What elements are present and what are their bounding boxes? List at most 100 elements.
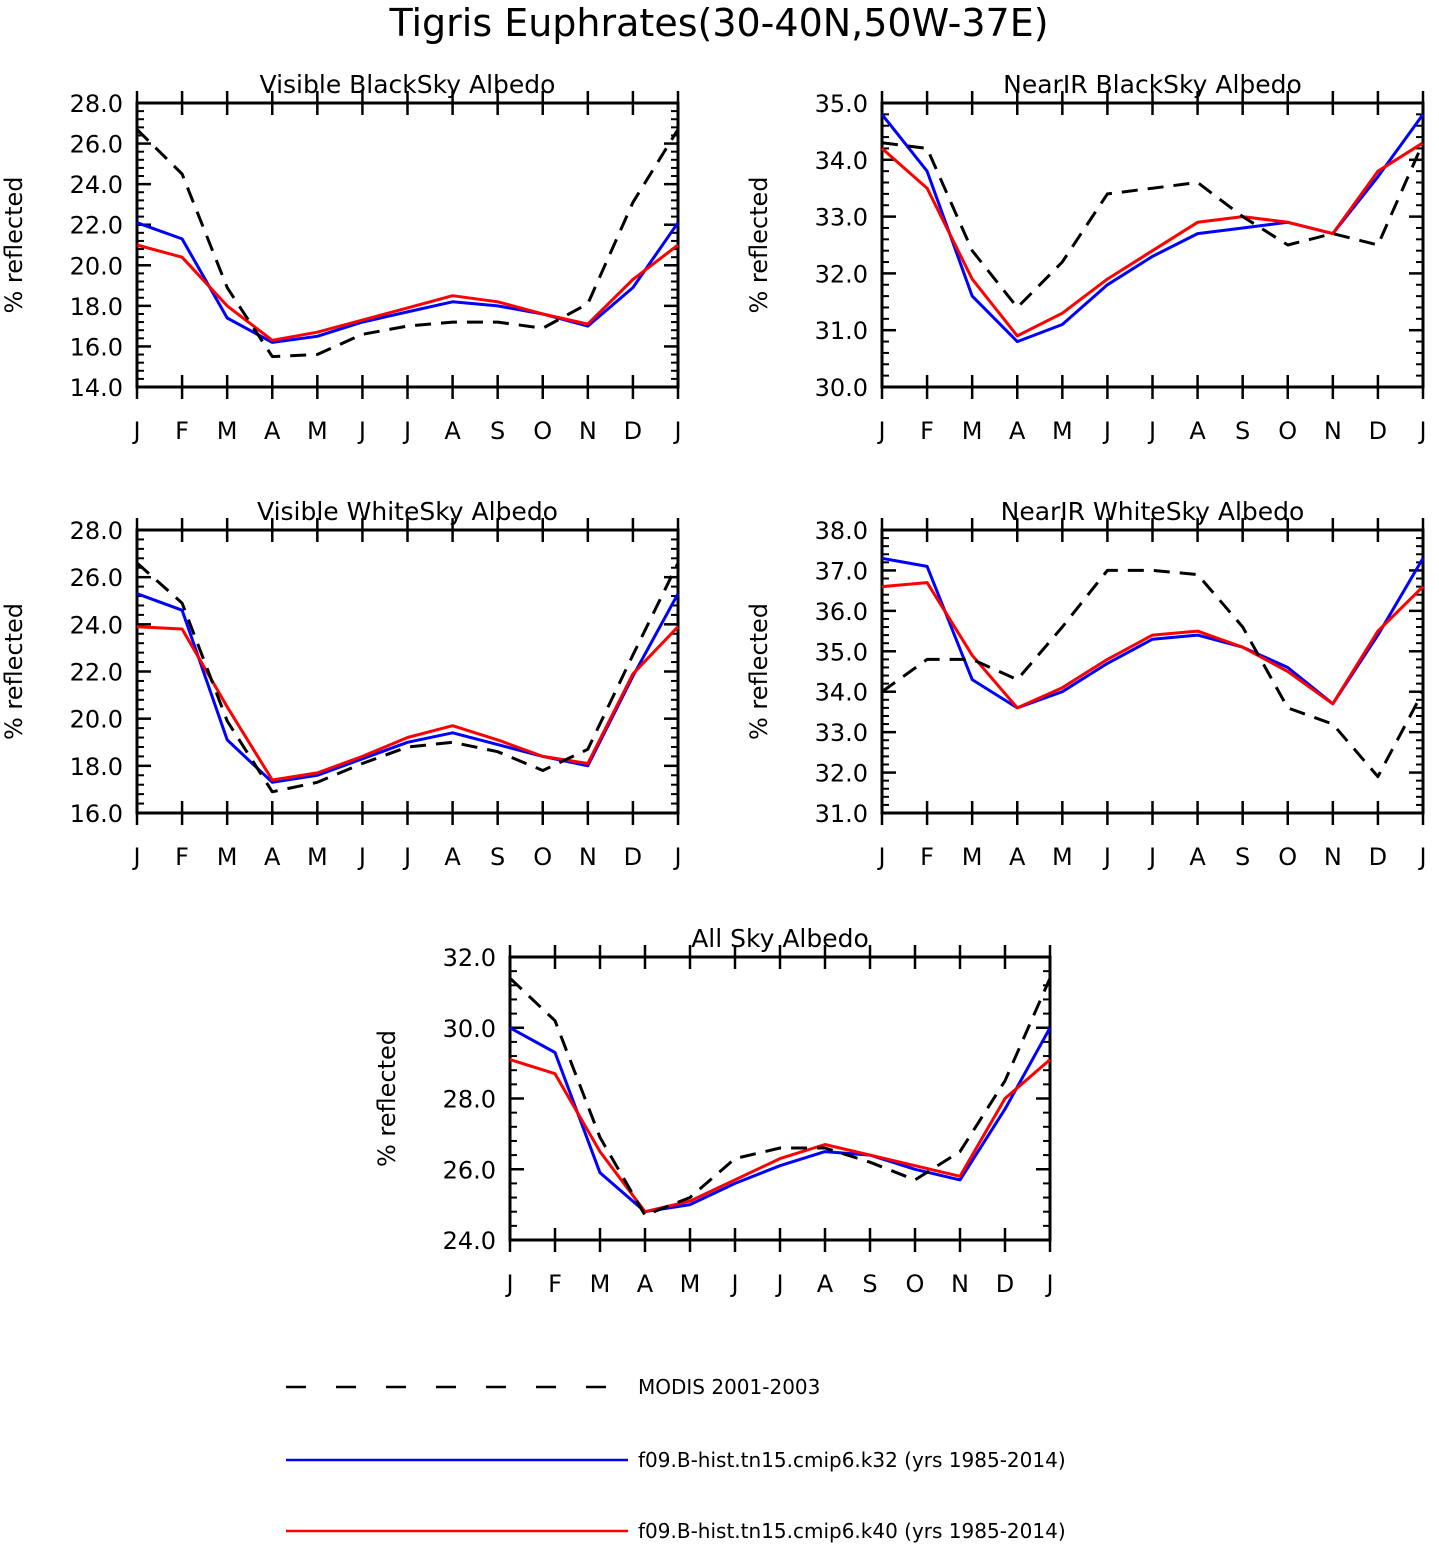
y-tick-label: 32.0 [443,944,496,972]
x-tick-label: F [175,417,189,445]
figure-title: Tigris Euphrates(30-40N,50W-37E) [388,1,1048,45]
x-tick-label: D [1369,843,1387,871]
x-tick-label: D [996,1270,1014,1298]
x-tick-label: J [131,843,140,871]
x-tick-label: D [624,417,642,445]
y-tick-label: 16.0 [70,800,123,828]
x-tick-label: J [357,843,366,871]
x-tick-label: J [504,1270,513,1298]
y-tick-label: 26.0 [70,564,123,592]
x-tick-label: J [672,417,681,445]
y-tick-label: 33.0 [815,719,868,747]
y-axis-label: % reflected [0,603,28,740]
series-line-k40 [509,1058,1051,1214]
y-tick-label: 35.0 [815,90,868,118]
series-line-modis [136,561,680,794]
x-tick-label: M [962,417,983,445]
x-tick-label: A [637,1270,654,1298]
y-tick-label: 18.0 [70,293,123,321]
y-tick-label: 28.0 [70,517,123,545]
x-tick-label: S [490,843,505,871]
plot-frame [135,528,680,815]
y-tick-label: 18.0 [70,753,123,781]
x-tick-label: J [876,417,885,445]
series-line-k40 [136,625,680,782]
legend: MODIS 2001-2003 f09.B-hist.tn15.cmip6.k32… [286,1375,1066,1543]
y-tick-label: 24.0 [70,171,123,199]
series-line-modis [881,568,1425,779]
x-tick-label: J [402,417,411,445]
plot-frame [880,101,1425,389]
y-tick-label: 37.0 [815,557,868,585]
series-line-k32 [136,592,680,784]
y-tick-label: 30.0 [443,1015,496,1043]
x-tick-label: M [962,843,983,871]
y-tick-label: 28.0 [70,90,123,118]
series-line-k32 [136,221,680,344]
plot-frame [508,955,1052,1242]
x-tick-label: J [1147,843,1156,871]
y-axis-label: % reflected [373,1030,401,1167]
x-tick-label: O [906,1270,925,1298]
y-tick-label: 30.0 [815,374,868,402]
x-tick-label: M [590,1270,611,1298]
x-tick-label: M [680,1270,701,1298]
x-tick-label: J [876,843,885,871]
plot-frame [880,528,1425,815]
x-tick-label: A [1009,843,1026,871]
x-tick-label: M [217,843,238,871]
y-tick-label: 16.0 [70,333,123,361]
series-line-k32 [881,556,1425,710]
x-tick-label: N [1324,843,1342,871]
series-line-modis [508,977,1052,1217]
y-tick-label: 36.0 [815,598,868,626]
y-tick-label: 31.0 [815,317,868,345]
series-line-k32 [509,1026,1052,1214]
x-tick-label: O [1278,417,1297,445]
x-tick-label: A [444,843,461,871]
y-tick-label: 20.0 [70,252,123,280]
y-tick-label: 22.0 [70,212,123,240]
x-tick-label: M [1052,417,1073,445]
x-tick-label: J [1102,417,1111,445]
y-axis-label: % reflected [745,603,773,740]
x-tick-label: M [217,417,238,445]
x-tick-label: J [729,1270,738,1298]
legend-item-k32: f09.B-hist.tn15.cmip6.k32 (yrs 1985-2014… [286,1448,1066,1472]
x-tick-label: D [624,843,642,871]
y-axis-label: % reflected [745,176,773,313]
plot-frame [135,101,680,389]
y-tick-label: 24.0 [443,1227,496,1255]
x-tick-label: J [402,843,411,871]
x-tick-label: J [672,843,681,871]
y-tick-label: 33.0 [815,204,868,232]
y-tick-label: 38.0 [815,517,868,545]
y-tick-label: 32.0 [815,760,868,788]
y-tick-label: 14.0 [70,374,123,402]
x-tick-label: F [548,1270,562,1298]
x-tick-label: J [1417,417,1426,445]
x-tick-label: J [1417,843,1426,871]
x-tick-label: O [533,843,552,871]
y-tick-label: 31.0 [815,800,868,828]
series-line-k40 [881,141,1424,338]
x-tick-label: N [579,417,597,445]
y-tick-label: 28.0 [443,1086,496,1114]
legend-item-modis: MODIS 2001-2003 [286,1375,820,1399]
series-line-k40 [136,243,679,342]
y-tick-label: 26.0 [443,1156,496,1184]
x-tick-label: A [1009,417,1026,445]
legend-item-k40: f09.B-hist.tn15.cmip6.k40 (yrs 1985-2014… [286,1519,1066,1543]
x-tick-label: N [951,1270,969,1298]
x-tick-label: F [920,843,934,871]
y-tick-label: 34.0 [815,147,868,175]
y-tick-label: 20.0 [70,706,123,734]
x-tick-label: N [1324,417,1342,445]
y-tick-label: 32.0 [815,260,868,288]
